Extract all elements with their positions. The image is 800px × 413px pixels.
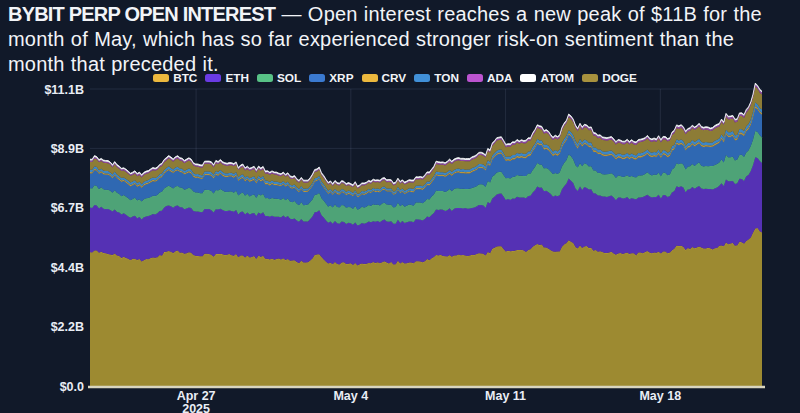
x-tick-label: May 4	[333, 389, 368, 403]
y-tick-label: $8.9B	[51, 142, 84, 156]
y-tick-label: $0.0	[60, 380, 84, 394]
y-tick-label: $4.4B	[51, 261, 84, 275]
x-tick-sublabel: 2025	[182, 402, 210, 413]
y-tick-label: $2.2B	[51, 320, 84, 334]
x-tick-label: May 11	[485, 389, 526, 403]
open-interest-chart: $0.0$2.2B$4.4B$6.7B$8.9B$11.1BApr 272025…	[0, 0, 800, 413]
page: { "header": { "title_bold": "BYBIT PERP …	[0, 0, 800, 413]
x-tick-label: May 18	[639, 389, 681, 403]
y-tick-label: $11.1B	[44, 83, 84, 97]
y-tick-label: $6.7B	[51, 201, 84, 215]
